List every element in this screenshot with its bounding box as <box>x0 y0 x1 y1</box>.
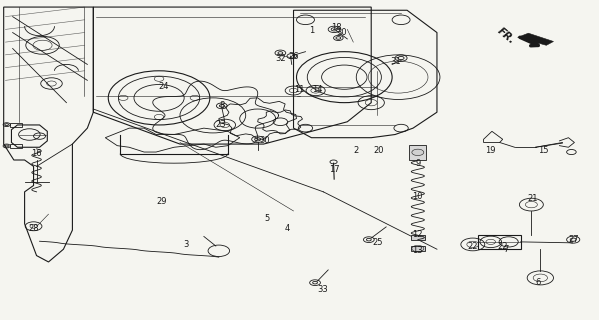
Text: 10: 10 <box>413 192 423 201</box>
Bar <box>410 145 426 160</box>
Text: 4: 4 <box>285 224 290 233</box>
Text: 30: 30 <box>336 28 347 37</box>
Text: 8: 8 <box>219 101 225 110</box>
Text: 25: 25 <box>372 238 382 247</box>
Text: 22: 22 <box>468 242 478 251</box>
Text: 5: 5 <box>264 214 270 223</box>
Bar <box>411 235 425 240</box>
Text: 31: 31 <box>390 57 400 66</box>
Text: 6: 6 <box>536 278 541 287</box>
Text: 22: 22 <box>497 242 508 251</box>
Text: 14: 14 <box>312 85 323 94</box>
Text: 29: 29 <box>157 197 167 206</box>
Text: 26: 26 <box>288 52 299 61</box>
Text: 33: 33 <box>317 284 328 293</box>
Text: 32: 32 <box>275 53 286 62</box>
Text: 15: 15 <box>538 146 549 155</box>
Text: 18: 18 <box>331 23 342 32</box>
Text: 28: 28 <box>28 224 39 233</box>
Bar <box>10 123 22 126</box>
Text: 1: 1 <box>309 27 314 36</box>
Text: 27: 27 <box>568 235 579 244</box>
Text: 30: 30 <box>259 136 270 145</box>
Text: 13: 13 <box>413 246 423 255</box>
Text: 9: 9 <box>415 159 420 168</box>
Text: 2: 2 <box>353 146 359 155</box>
Text: 3: 3 <box>183 240 189 249</box>
Text: 23: 23 <box>215 120 226 130</box>
Text: 24: 24 <box>159 82 169 91</box>
Text: 20: 20 <box>373 146 383 155</box>
Bar <box>10 144 22 148</box>
Text: 21: 21 <box>527 194 538 203</box>
Text: 12: 12 <box>413 230 423 239</box>
Bar <box>411 246 425 251</box>
Text: 11: 11 <box>294 85 305 94</box>
Circle shape <box>412 149 424 156</box>
Polygon shape <box>518 33 553 45</box>
Text: FR.: FR. <box>495 26 516 46</box>
Text: 7: 7 <box>503 245 509 254</box>
Text: 19: 19 <box>485 146 496 155</box>
Text: 17: 17 <box>329 165 340 174</box>
Text: 16: 16 <box>31 149 42 158</box>
